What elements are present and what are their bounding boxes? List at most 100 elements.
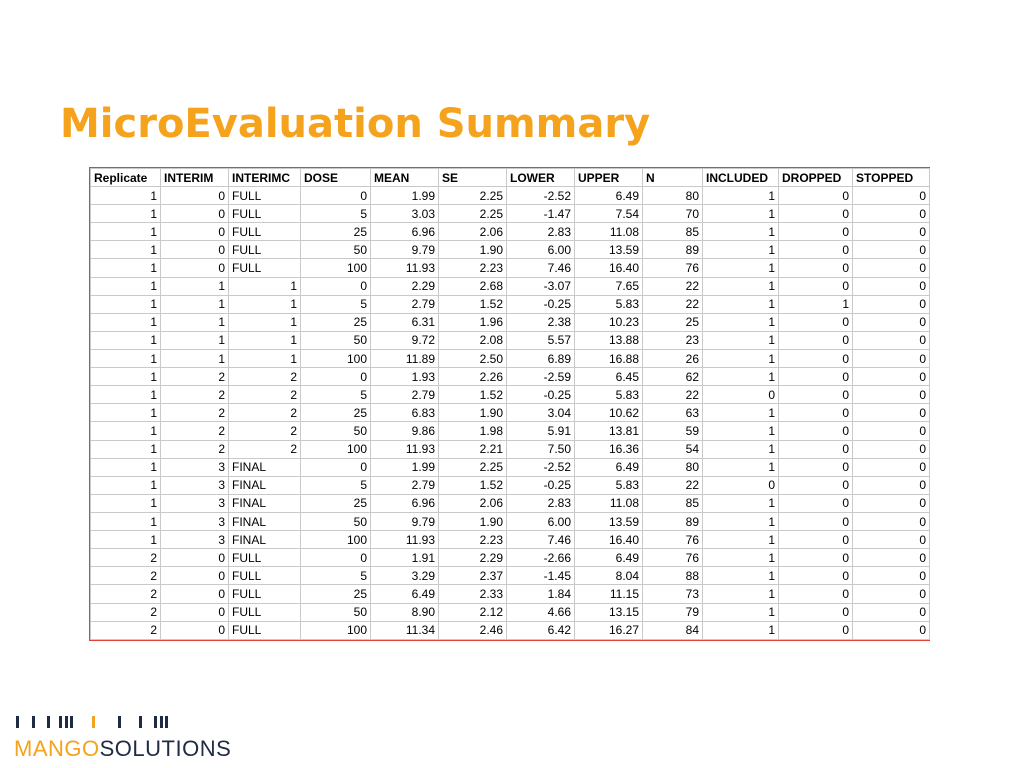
cell-interimc: FULL — [228, 222, 301, 242]
column-header-included: INCLUDED — [702, 168, 779, 187]
cell-stopped: 0 — [852, 566, 930, 586]
cell-se: 2.37 — [438, 566, 507, 586]
cell-interimc: 2 — [228, 421, 301, 441]
cell-dose: 5 — [300, 294, 371, 314]
cell-upper: 11.08 — [574, 222, 643, 242]
cell-n: 76 — [642, 530, 703, 550]
cell-stopped: 0 — [852, 330, 930, 350]
cell-interimc: 2 — [228, 385, 301, 405]
cell-upper: 16.40 — [574, 530, 643, 550]
cell-upper: 16.40 — [574, 258, 643, 278]
summary-table-container: Replicate INTERIM INTERIMC DOSE MEAN SE LOWER U… — [89, 167, 930, 641]
cell-upper: 11.15 — [574, 584, 643, 604]
cell-lower: -1.45 — [506, 566, 575, 586]
cell-upper: 5.83 — [574, 385, 643, 405]
mango-solutions-logo: MANGOSOLUTIONS — [14, 712, 254, 762]
cell-dose: 0 — [300, 276, 371, 296]
cell-replicate: 1 — [90, 240, 161, 260]
cell-upper: 7.54 — [574, 204, 643, 224]
cell-replicate: 1 — [90, 475, 161, 495]
cell-dropped: 0 — [778, 602, 853, 622]
cell-mean: 6.49 — [370, 584, 439, 604]
cell-se: 2.08 — [438, 330, 507, 350]
cell-stopped: 0 — [852, 312, 930, 332]
cell-stopped: 0 — [852, 348, 930, 369]
cell-interim: 3 — [160, 457, 229, 477]
cell-interimc: FINAL — [228, 493, 301, 513]
cell-dropped: 0 — [778, 620, 853, 641]
logo-wordmark: MANGOSOLUTIONS — [14, 736, 231, 762]
cell-interim: 1 — [160, 294, 229, 314]
cell-se: 2.23 — [438, 258, 507, 278]
cell-dose: 50 — [300, 602, 371, 622]
cell-interim: 3 — [160, 530, 229, 550]
cell-included: 1 — [702, 511, 779, 532]
cell-mean: 9.86 — [370, 421, 439, 441]
cell-se: 2.33 — [438, 584, 507, 604]
cell-upper: 13.59 — [574, 511, 643, 532]
cell-mean: 1.93 — [370, 367, 439, 387]
cell-se: 2.26 — [438, 367, 507, 387]
table-row: 1 2 2 50 9.86 1.98 5.91 13.81 59 1 0 0 — [90, 421, 930, 441]
cell-included: 1 — [702, 312, 779, 332]
cell-dropped: 0 — [778, 312, 853, 332]
cell-dropped: 0 — [778, 204, 853, 224]
cell-n: 23 — [642, 330, 703, 350]
cell-interim: 0 — [160, 258, 229, 278]
column-header-replicate: Replicate — [90, 168, 161, 187]
cell-interim: 1 — [160, 348, 229, 369]
cell-stopped: 0 — [852, 276, 930, 296]
table-row: 1 3 FINAL 50 9.79 1.90 6.00 13.59 89 1 0 0 — [90, 511, 930, 532]
cell-lower: 5.57 — [506, 330, 575, 350]
cell-interim: 1 — [160, 312, 229, 332]
cell-se: 1.52 — [438, 475, 507, 495]
cell-n: 88 — [642, 566, 703, 586]
cell-se: 2.46 — [438, 620, 507, 641]
cell-dose: 50 — [300, 240, 371, 260]
cell-dropped: 1 — [778, 294, 853, 314]
cell-included: 0 — [702, 385, 779, 405]
cell-dropped: 0 — [778, 385, 853, 405]
cell-lower: -0.25 — [506, 294, 575, 314]
cell-interim: 0 — [160, 204, 229, 224]
cell-se: 1.52 — [438, 294, 507, 314]
table-row: 1 2 2 0 1.93 2.26 -2.59 6.45 62 1 0 0 — [90, 367, 930, 387]
cell-interim: 0 — [160, 584, 229, 604]
cell-stopped: 0 — [852, 457, 930, 477]
cell-dose: 5 — [300, 475, 371, 495]
cell-dropped: 0 — [778, 530, 853, 550]
cell-dose: 100 — [300, 348, 371, 369]
cell-upper: 13.59 — [574, 240, 643, 260]
cell-dose: 100 — [300, 439, 371, 459]
table-row: 1 0 FULL 0 1.99 2.25 -2.52 6.49 80 1 0 0 — [90, 185, 930, 206]
cell-interim: 2 — [160, 421, 229, 441]
cell-dropped: 0 — [778, 222, 853, 242]
cell-n: 80 — [642, 457, 703, 477]
cell-included: 1 — [702, 493, 779, 513]
cell-replicate: 1 — [90, 457, 161, 477]
cell-included: 1 — [702, 421, 779, 441]
logo-text-mango: MANGO — [14, 736, 100, 761]
cell-dropped: 0 — [778, 584, 853, 604]
cell-interim: 0 — [160, 185, 229, 206]
cell-dropped: 0 — [778, 548, 853, 568]
cell-replicate: 1 — [90, 348, 161, 369]
cell-mean: 2.79 — [370, 294, 439, 314]
table-row: 1 2 2 25 6.83 1.90 3.04 10.62 63 1 0 0 — [90, 403, 930, 423]
cell-lower: 1.84 — [506, 584, 575, 604]
cell-interimc: 1 — [228, 312, 301, 332]
column-header-lower: LOWER — [506, 168, 575, 187]
cell-upper: 10.62 — [574, 403, 643, 423]
slide-title: MicroEvaluation Summary — [60, 101, 651, 147]
cell-interim: 0 — [160, 240, 229, 260]
cell-upper: 16.27 — [574, 620, 643, 641]
cell-stopped: 0 — [852, 367, 930, 387]
cell-interim: 2 — [160, 385, 229, 405]
cell-n: 22 — [642, 276, 703, 296]
cell-n: 89 — [642, 240, 703, 260]
cell-included: 1 — [702, 367, 779, 387]
cell-included: 1 — [702, 602, 779, 622]
table-row: 2 0 FULL 100 11.34 2.46 6.42 16.27 84 1 0 0 — [90, 620, 930, 641]
cell-lower: 3.04 — [506, 403, 575, 423]
column-header-se: SE — [438, 168, 507, 187]
